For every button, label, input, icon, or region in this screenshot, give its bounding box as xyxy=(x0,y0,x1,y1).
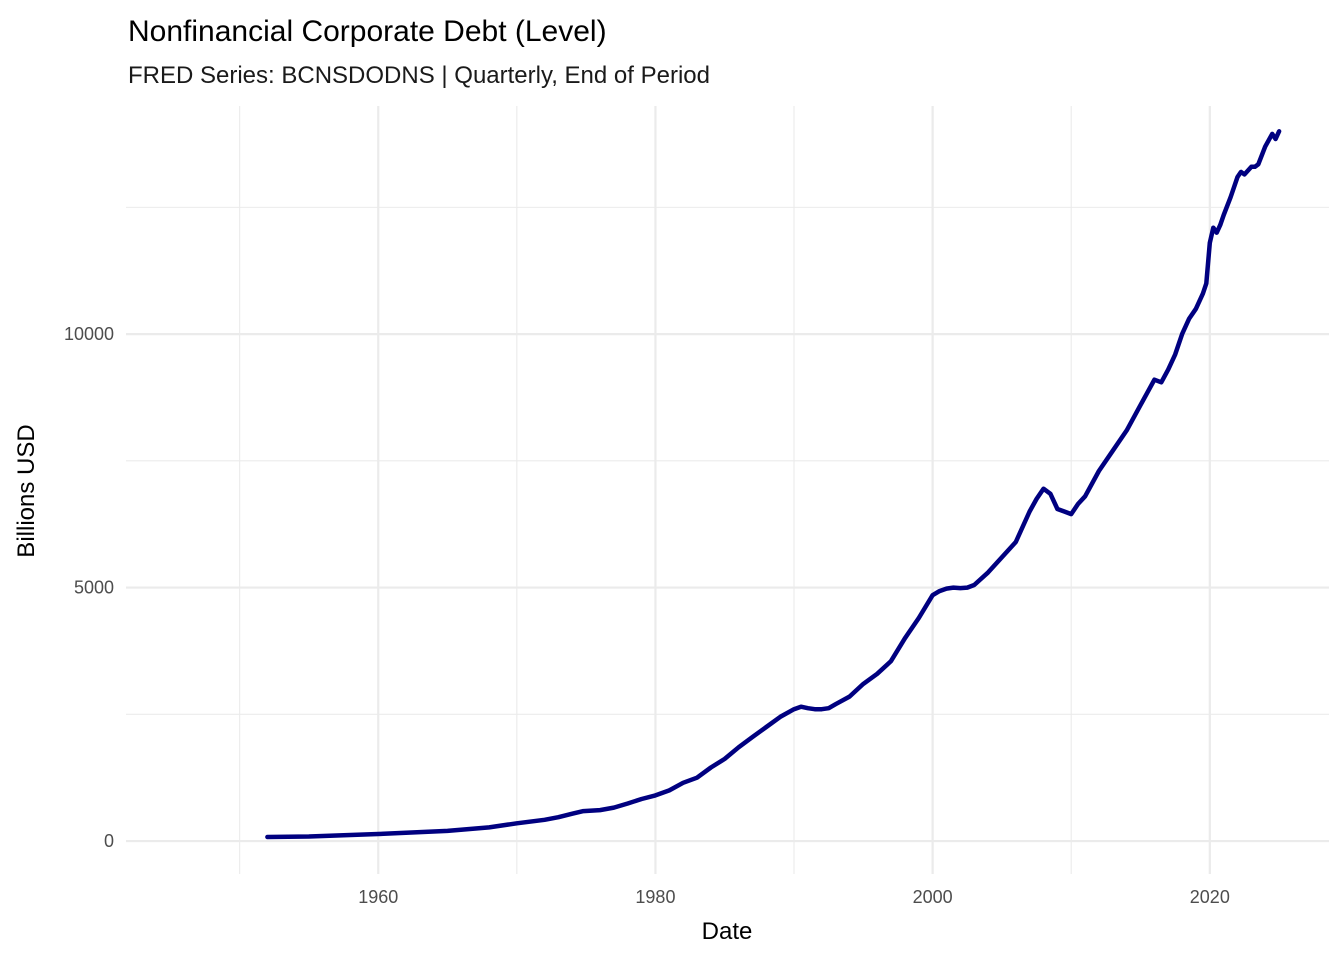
x-tick-label: 2000 xyxy=(913,887,953,907)
minor-y-gridlines xyxy=(126,206,1329,715)
y-tick-labels: 0 5000 10000 xyxy=(64,324,114,851)
x-tick-label: 2020 xyxy=(1190,887,1230,907)
y-tick-label: 10000 xyxy=(64,324,114,344)
minor-x-gridlines xyxy=(239,106,1072,874)
chart-title: Nonfinancial Corporate Debt (Level) xyxy=(128,15,607,48)
y-axis-title: Billions USD xyxy=(13,424,40,557)
x-tick-labels: 1960 1980 2000 2020 xyxy=(358,887,1230,907)
major-y-gridlines xyxy=(126,333,1329,843)
y-tick-label: 5000 xyxy=(74,578,114,598)
y-tick-label: 0 xyxy=(104,831,114,851)
x-tick-label: 1980 xyxy=(635,887,675,907)
debt-level-line xyxy=(265,129,1282,840)
x-axis-title: Date xyxy=(702,918,753,945)
series-layer xyxy=(265,129,1282,840)
chart-subtitle: FRED Series: BCNSDODNS | Quarterly, End … xyxy=(128,62,710,89)
x-tick-label: 1960 xyxy=(358,887,398,907)
